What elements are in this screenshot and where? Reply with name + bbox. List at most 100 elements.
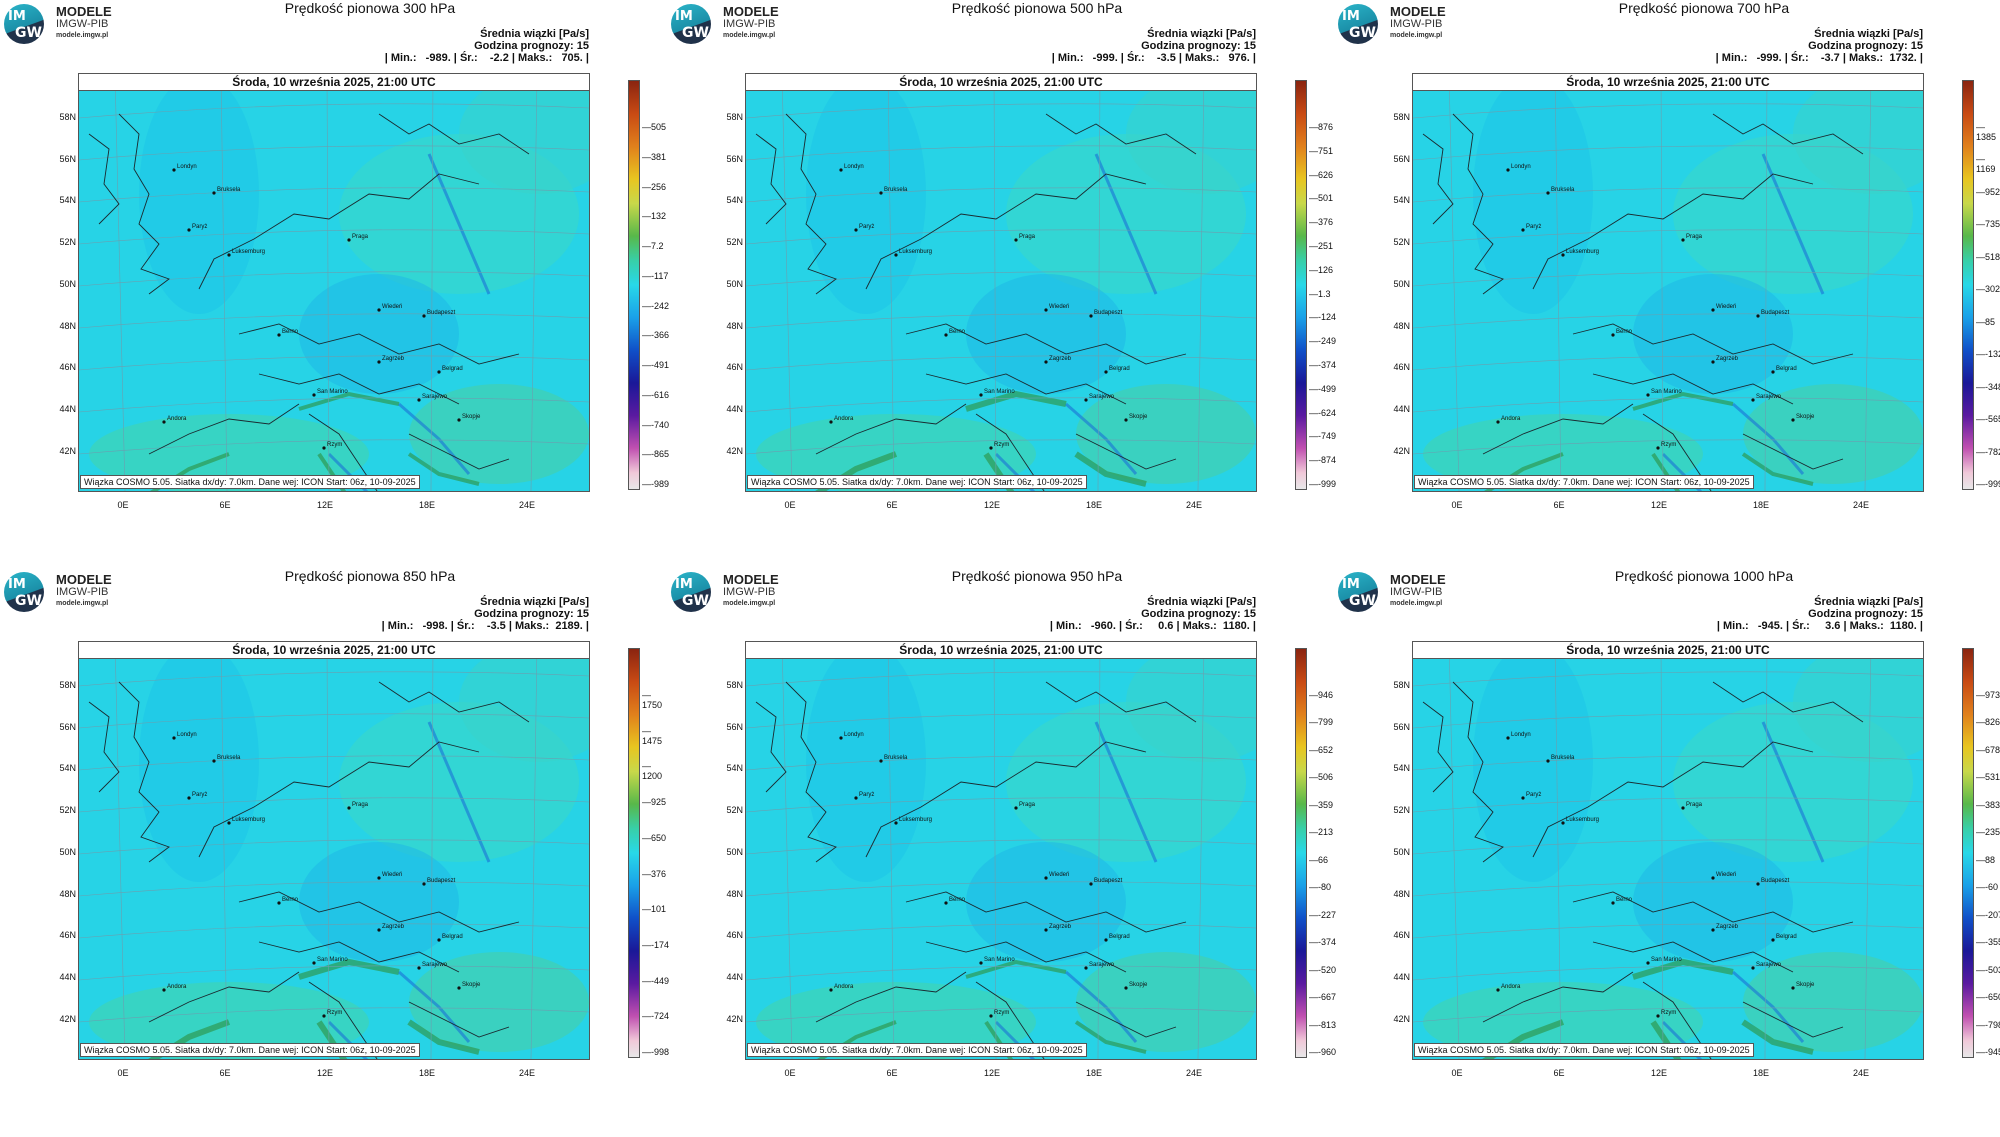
logo-text: MODELE IMGW-PIB modele.imgw.pl [723, 5, 779, 42]
city-label: Belgrad [1776, 934, 1797, 940]
longitude-line [1448, 642, 1460, 1059]
city-label: Sarajewo [422, 394, 448, 400]
map-area[interactable]: Londyn Bruksela Paryż Luksemburg Praga Wiedeń… [78, 641, 590, 1060]
latitude-line [746, 965, 1256, 981]
city-label: Luksemburg [899, 249, 932, 255]
logo-text: MODELE IMGW-PIB modele.imgw.pl [723, 573, 779, 610]
city-marker [1521, 796, 1525, 800]
border-line [408, 1001, 510, 1038]
field-patch [1473, 642, 1593, 882]
city-label: Budapeszt [1761, 878, 1790, 884]
city-label: Paryż [859, 224, 874, 230]
city-label: Andora [167, 416, 187, 422]
border-line [198, 741, 480, 858]
logo-gw: GW [15, 593, 42, 609]
colorbar-tick-label: —518 [1976, 251, 2000, 262]
field-patch [806, 642, 926, 882]
stats-label: Średnia wiązki [Pa/s] [1147, 28, 1256, 40]
lat-tick-label: 56N [726, 153, 743, 164]
colorbar-tick-label: —-132 [1976, 349, 2000, 360]
border-line [1422, 133, 1454, 225]
city-marker [1681, 238, 1685, 242]
city-label: Rzym [994, 1010, 1009, 1016]
lat-tick-label: 52N [726, 805, 743, 816]
latitude-line [746, 839, 1256, 855]
stats-minmax: | Min.: -998. | Śr.: -3.5 | Maks.: 2189.… [381, 620, 589, 632]
lon-tick-label: 12E [1650, 1068, 1667, 1078]
field-patch [966, 274, 1126, 394]
map-area[interactable]: Londyn Bruksela Paryż Luksemburg Praga Wiedeń… [1412, 641, 1924, 1060]
border-line [1482, 971, 1634, 1023]
logo-line1: MODELE [56, 4, 112, 19]
border-line [378, 113, 530, 155]
imgw-logo-icon: IM GW [671, 572, 711, 612]
latitude-line [79, 187, 589, 203]
city-marker [1124, 418, 1128, 422]
descent-streak [327, 452, 369, 491]
panel-title: Prędkość pionowa 1000 hPa [1614, 568, 1794, 584]
descent-streak [427, 153, 491, 295]
latitude-line [746, 755, 1256, 771]
latitude-line [79, 755, 589, 771]
city-label: Luksemburg [232, 249, 265, 255]
city-label: Skopje [1796, 414, 1815, 420]
city-label: Zagrzeb [1049, 356, 1072, 362]
logo-gw: GW [682, 25, 709, 41]
colorbar-tick-label: —-374 [1309, 360, 1337, 370]
colorbar-tick-label: —-945 [1976, 1047, 2000, 1057]
lon-tick-label: 6E [886, 500, 898, 510]
city-marker [944, 901, 948, 905]
city-marker [989, 1014, 993, 1018]
border-line [88, 701, 120, 793]
logo-text: MODELE IMGW-PIB modele.imgw.pl [56, 4, 112, 42]
logo-line2: IMGW-PIB [1390, 18, 1443, 30]
latitude-line [79, 397, 589, 413]
map-area[interactable]: Londyn Bruksela Paryż Luksemburg Praga Wiedeń… [745, 641, 1257, 1060]
longitude-line [1554, 74, 1562, 491]
colorbar-tick-label: —-624 [1309, 407, 1337, 418]
lat-tick-label: 58N [726, 680, 743, 690]
longitude-line [1660, 74, 1664, 491]
colorbar [1962, 648, 1974, 1058]
field-patch [139, 74, 259, 314]
field-patch [756, 982, 1036, 1059]
lat-tick-label: 54N [59, 195, 76, 206]
lat-tick-label: 44N [726, 403, 743, 414]
city-marker [1546, 191, 1550, 195]
imgw-logo: IM GW MODELE IMGW-PIB modele.imgw.pl [1338, 572, 1478, 612]
lat-tick-label: 44N [1393, 403, 1410, 414]
latitude-line [746, 797, 1256, 813]
colorbar-tick-label: —505 [642, 122, 667, 132]
city-marker [1756, 882, 1760, 886]
lon-tick-label: 18E [418, 1068, 435, 1078]
map-area[interactable]: Londyn Bruksela Paryż Luksemburg Praga Wiedeń… [78, 73, 590, 492]
city-label: Rzym [327, 1010, 342, 1016]
stats-block: Średnia wiązki [Pa/s] Godzina prognozy: … [1716, 28, 1923, 64]
city-marker [422, 314, 426, 318]
longitude-line [781, 642, 793, 1059]
colorbar-tick-label: —88 [1976, 854, 1996, 865]
map-area[interactable]: Londyn Bruksela Paryż Luksemburg Praga Wiedeń… [745, 73, 1257, 492]
field-patch [459, 74, 589, 194]
colorbar-tick-label: —-874 [1309, 455, 1337, 466]
lat-tick-label: 58N [726, 112, 743, 122]
city-label: Zagrzeb [382, 924, 405, 930]
field-patch [1793, 74, 1923, 194]
map-area[interactable]: Londyn Bruksela Paryż Luksemburg Praga Wiedeń… [1412, 73, 1924, 492]
lat-tick-label: 48N [726, 320, 743, 331]
latitude-line [1413, 397, 1923, 413]
latitude-line [1413, 881, 1923, 897]
longitude-line [1197, 74, 1205, 491]
latitude-line [79, 797, 589, 813]
panel-title: Prędkość pionowa 300 hPa [284, 0, 456, 16]
logo-im: IM [8, 9, 26, 24]
ridge-band [407, 452, 480, 486]
colorbar-tick-label: —826 [1976, 717, 2000, 728]
city-marker [1751, 966, 1755, 970]
border-line [238, 323, 520, 365]
city-marker [1496, 420, 1500, 424]
city-label: Belgrad [1776, 366, 1797, 372]
city-marker [894, 253, 898, 257]
logo-im: IM [1342, 577, 1360, 592]
latitude-line [746, 313, 1256, 329]
